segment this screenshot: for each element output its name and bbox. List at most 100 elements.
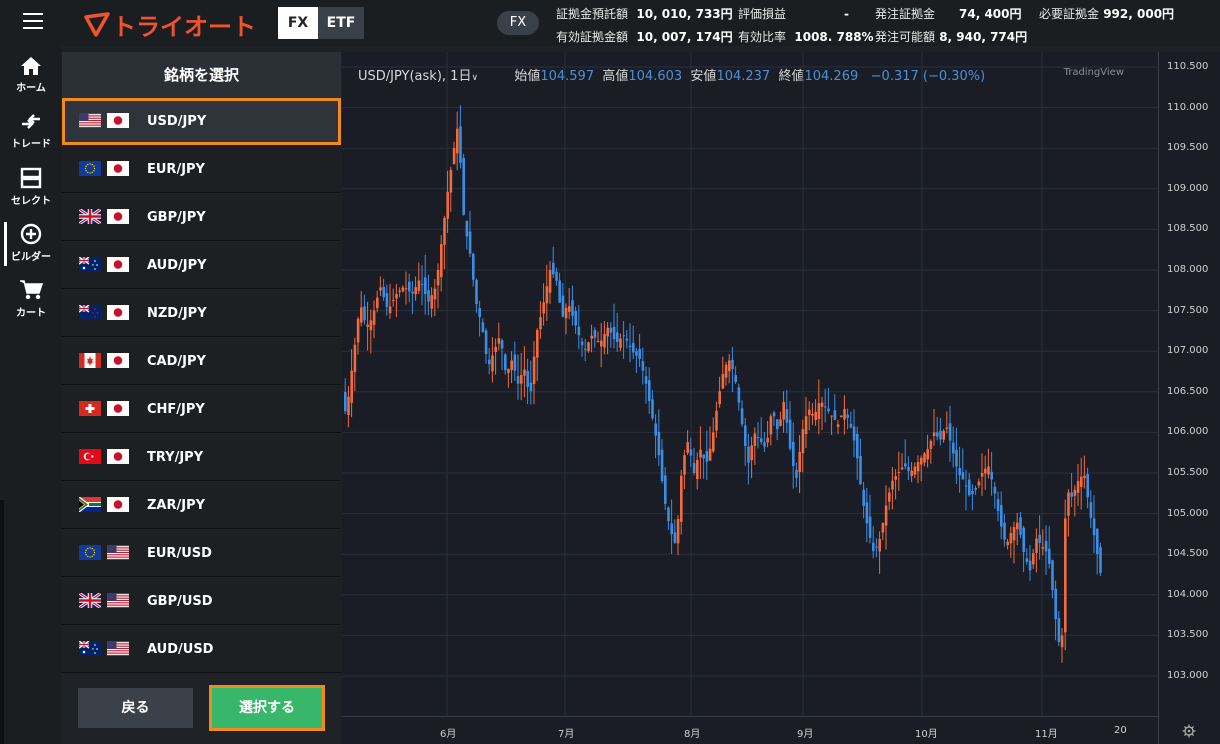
high-value: 104.603	[628, 69, 683, 84]
pair-row-chf-jpy[interactable]: CHF/JPY	[62, 386, 341, 433]
menu-icon[interactable]	[23, 13, 43, 31]
price-tick: 109.500	[1167, 142, 1209, 154]
jp-flag-icon	[107, 449, 129, 464]
top-bar: トライオート FX ETF FX 証拠金預託額 10, 010, 733円 評価…	[0, 0, 1220, 46]
pair-row-eur-jpy[interactable]: EUR/JPY	[62, 146, 341, 193]
jp-flag-icon	[107, 209, 129, 224]
select-button[interactable]: 選択する	[209, 685, 325, 731]
edge-strip	[0, 500, 4, 744]
pair-name: EUR/JPY	[147, 162, 205, 177]
pair-name: TRY/JPY	[147, 450, 204, 465]
pair-name: USD/JPY	[147, 114, 207, 129]
price-tick: 106.500	[1167, 385, 1209, 397]
nav-trade[interactable]: トレード	[0, 112, 62, 150]
price-tick: 107.500	[1167, 304, 1209, 316]
time-axis[interactable]: 6月 7月 8月 9月 10月 11月 20	[342, 716, 1158, 744]
tr-flag-icon	[79, 449, 101, 464]
jp-flag-icon	[107, 497, 129, 512]
price-chart[interactable]: USD/JPY(ask), 1日∨ 始値104.597 高値104.603 安値…	[342, 52, 1220, 744]
select-list-icon	[20, 167, 42, 189]
uk-flag-icon	[78, 591, 102, 610]
brand-name: トライオート	[112, 12, 256, 41]
nav-select[interactable]: セレクト	[0, 167, 62, 207]
open-value: 104.597	[540, 69, 595, 84]
price-tick: 110.000	[1167, 101, 1209, 113]
tradingview-watermark: TradingView	[1063, 67, 1124, 78]
pair-row-gbp-jpy[interactable]: GBP/JPY	[62, 194, 341, 241]
jp-flag-icon	[107, 113, 129, 128]
low-label: 安値	[690, 69, 717, 84]
time-tick: 9月	[797, 729, 814, 740]
us-flag-icon	[107, 593, 129, 608]
nav-builder-label: ビルダー	[11, 252, 51, 263]
pair-name: NZD/JPY	[147, 306, 207, 321]
side-nav: ホーム トレード セレクト ビルダー カート	[0, 46, 62, 744]
price-axis[interactable]: 110.500 110.000 109.500 109.000 108.500 108.0…	[1158, 52, 1220, 744]
chart-header: USD/JPY(ask), 1日∨ 始値104.597 高値104.603 安値…	[358, 65, 985, 84]
pair-row-aud-usd[interactable]: AUD/USD	[62, 626, 341, 673]
pair-row-gbp-usd[interactable]: GBP/USD	[62, 578, 341, 625]
pair-name: GBP/USD	[147, 594, 213, 609]
price-tick: 105.000	[1167, 507, 1209, 519]
time-tick: 10月	[915, 729, 938, 740]
au-flag-icon	[78, 256, 101, 272]
price-tick: 109.000	[1167, 182, 1209, 194]
change-value: −0.317 (−0.30%)	[870, 69, 986, 84]
price-tick: 103.500	[1167, 629, 1209, 641]
jp-flag-icon	[107, 305, 129, 320]
ca-flag-icon	[79, 353, 101, 368]
effective-ratio-stat: 有効比率 1008. 788%	[738, 30, 874, 44]
high-label: 高値	[602, 69, 629, 84]
pair-name: GBP/JPY	[147, 210, 206, 225]
price-tick: 105.500	[1167, 467, 1209, 478]
account-type-pill[interactable]: FX	[497, 11, 539, 35]
pnl-stat: 評価損益 -	[738, 7, 849, 21]
us-flag-icon	[107, 545, 129, 560]
nav-trade-label: トレード	[11, 139, 51, 150]
pair-row-eur-usd[interactable]: EUR/USD	[62, 530, 341, 577]
nav-active-indicator	[4, 222, 7, 266]
pair-row-aud-jpy[interactable]: AUD/JPY	[62, 242, 341, 289]
back-button[interactable]: 戻る	[78, 688, 193, 728]
settings-gear-icon[interactable]	[1182, 724, 1196, 738]
pair-row-zar-jpy[interactable]: ZAR/JPY	[62, 482, 341, 529]
open-label: 始値	[514, 69, 541, 84]
us-flag-icon	[79, 113, 101, 128]
tab-etf[interactable]: ETF	[318, 7, 364, 39]
pair-name: AUD/JPY	[147, 258, 207, 273]
pair-row-nzd-jpy[interactable]: NZD/JPY	[62, 290, 341, 337]
nav-select-label: セレクト	[11, 196, 51, 207]
brand-logo[interactable]: トライオート	[84, 9, 256, 41]
pair-row-try-jpy[interactable]: TRY/JPY	[62, 434, 341, 481]
low-value: 104.237	[716, 69, 771, 84]
time-tick: 8月	[684, 729, 701, 740]
chart-symbol[interactable]: USD/JPY(ask),	[358, 69, 447, 84]
jp-flag-icon	[107, 257, 129, 272]
nav-builder[interactable]: ビルダー	[0, 223, 62, 263]
jp-flag-icon	[107, 353, 129, 368]
add-circle-icon	[20, 223, 42, 245]
home-icon	[21, 57, 41, 75]
nav-home[interactable]: ホーム	[0, 56, 62, 94]
tab-fx[interactable]: FX	[278, 7, 318, 39]
interval-chevron-icon[interactable]: ∨	[471, 73, 479, 83]
price-tick: 106.000	[1167, 426, 1209, 438]
available-amount-stat: 発注可能額 8, 940, 774円	[875, 30, 1028, 44]
nz-flag-icon	[78, 304, 101, 320]
required-margin-stat: 必要証拠金 992, 000円	[1039, 7, 1175, 21]
eu-flag-icon	[79, 161, 101, 176]
jp-flag-icon	[107, 161, 129, 176]
chart-interval[interactable]: 1日	[450, 69, 472, 84]
price-tick: 108.000	[1167, 264, 1209, 275]
effective-margin-stat: 有効証拠金額 10, 007, 174円	[556, 30, 733, 44]
close-label: 終値	[778, 69, 805, 84]
candlestick-plot[interactable]	[342, 52, 1158, 716]
symbol-select-panel: 銘柄を選択 USD/JPY EUR/JPY GBP/JPY AUD/JPY NZD/JP…	[62, 52, 341, 744]
nav-cart[interactable]: カート	[0, 279, 62, 319]
time-tick: 6月	[440, 729, 457, 740]
pair-row-usd-jpy[interactable]: USD/JPY	[62, 98, 341, 145]
pair-row-cad-jpy[interactable]: CAD/JPY	[62, 338, 341, 385]
au-flag-icon	[78, 640, 101, 656]
us-flag-icon	[107, 641, 129, 656]
pair-name: ZAR/JPY	[147, 498, 206, 513]
